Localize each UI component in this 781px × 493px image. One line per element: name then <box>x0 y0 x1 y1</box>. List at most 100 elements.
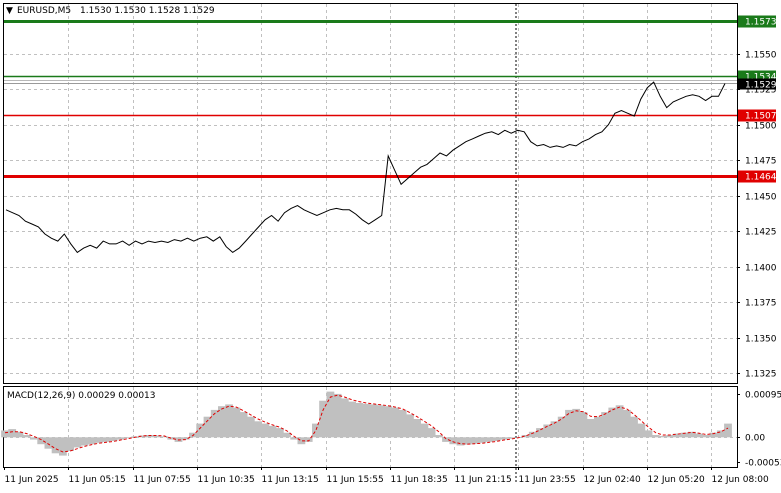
macd-histogram-bar <box>181 437 190 440</box>
macd-histogram-bar <box>608 407 617 438</box>
price-tick-label: 1.1375 <box>745 299 777 309</box>
macd-histogram-bar <box>304 437 313 442</box>
macd-histogram-bar <box>362 403 371 438</box>
symbol-timeframe: EURUSD,M5 <box>17 6 71 16</box>
macd-histogram-bar <box>442 437 450 442</box>
level-lines <box>4 20 737 178</box>
macd-histogram-bar <box>355 403 364 438</box>
level-tags: 1.1573 1.1534 1.1507 1.1464 1.1529 <box>738 15 777 183</box>
chart-menu-arrow-icon[interactable]: ▼ <box>6 6 13 16</box>
macd-histogram-bar <box>492 437 501 441</box>
time-tick-label: 11 Jun 2025 <box>5 475 59 485</box>
macd-histogram-bar <box>680 432 689 438</box>
macd-histogram-bar <box>478 437 487 443</box>
price-tick-label: 1.1550 <box>745 51 777 61</box>
macd-histogram-bar <box>138 435 147 438</box>
macd-histogram-bar <box>51 437 60 454</box>
macd-histogram-bar <box>463 437 472 445</box>
macd-histogram-bar <box>312 423 320 438</box>
time-tick-label: 11 Jun 07:55 <box>134 475 191 485</box>
level-price-label: 1.1464 <box>745 173 777 183</box>
macd-histogram-bar <box>384 406 393 438</box>
macd-histogram-bar <box>37 437 46 445</box>
macd-histogram-bar <box>550 421 559 438</box>
macd-histogram-bar <box>124 437 132 439</box>
macd-histogram-bar <box>87 437 96 445</box>
macd-histogram-bar <box>615 405 624 438</box>
macd-histogram-bar <box>572 408 581 438</box>
macd-histogram-bar <box>66 437 74 451</box>
macd-histogram-bar <box>507 437 515 439</box>
time-tick-label: 11 Jun 15:55 <box>327 475 384 485</box>
time-tick-label: 12 Jun 08:00 <box>712 475 769 485</box>
level-price-label: 1.1534 <box>745 73 777 83</box>
macd-histogram-bar <box>167 437 176 440</box>
time-tick-label: 11 Jun 05:15 <box>69 475 126 485</box>
macd-tick-label: 0.00095 <box>745 391 781 401</box>
macd-histogram-bar <box>456 437 465 446</box>
macd-histogram-bar <box>203 416 212 438</box>
level-price-label: 1.1573 <box>745 18 777 28</box>
macd-histogram-bar <box>73 437 82 448</box>
macd-histogram-bar <box>485 437 494 442</box>
macd-histogram-bar <box>152 435 161 438</box>
macd-histogram-bar <box>225 404 233 438</box>
time-tick-label: 11 Jun 13:15 <box>262 475 319 485</box>
macd-histogram-bar <box>275 428 284 438</box>
macd-axis: 0.00095 0.00 -0.00053 <box>737 391 781 469</box>
ohlc-values: 1.1530 1.1530 1.1528 1.1529 <box>80 6 215 16</box>
macd-histogram-bar <box>594 416 602 438</box>
macd-tick-label: 0.00 <box>745 434 765 444</box>
time-axis: 11 Jun 2025 11 Jun 05:15 11 Jun 07:55 11 Ju… <box>4 467 769 485</box>
macd-histogram-bar <box>348 401 356 438</box>
price-panel-frame <box>3 3 738 384</box>
macd-histogram-bar <box>536 428 544 438</box>
price-tick-label: 1.1450 <box>745 193 777 203</box>
macd-histogram-bar <box>59 437 67 456</box>
macd-histogram-bar <box>261 423 270 438</box>
macd-histogram-bar <box>709 432 718 438</box>
macd-histogram-bar <box>22 435 31 438</box>
macd-histogram-bar <box>232 407 241 438</box>
macd-histogram-bar <box>630 416 638 438</box>
macd-histogram-bar <box>145 435 154 438</box>
macd-histogram-bar <box>659 435 667 438</box>
macd-histogram-bar <box>543 424 552 438</box>
macd-histogram-bar <box>500 437 508 440</box>
price-tick-label: 1.1425 <box>745 228 777 238</box>
macd-signal-line <box>4 394 729 453</box>
macd-histogram-bar <box>283 432 291 438</box>
macd-histogram-bar <box>420 423 429 438</box>
time-tick-label: 12 Jun 02:40 <box>584 475 641 485</box>
level-price-tag <box>738 15 776 28</box>
macd-histogram-bar <box>340 398 349 438</box>
macd-histogram-bar <box>254 421 262 438</box>
macd-histogram-bar <box>666 435 675 438</box>
macd-histogram-bar <box>8 429 17 438</box>
macd-histogram-bar <box>1 430 9 438</box>
macd-histogram-bar <box>377 405 385 438</box>
macd-histogram-bar <box>471 437 479 444</box>
macd-histogram-bar <box>15 431 24 438</box>
macd-histogram-bar <box>44 437 53 449</box>
macd-histogram-bar <box>326 391 335 438</box>
macd-histogram-bar <box>521 435 530 438</box>
macd-histogram-bar <box>30 437 38 440</box>
time-tick-label: 11 Jun 23:55 <box>519 475 576 485</box>
macd-histogram-bar <box>579 412 588 438</box>
macd-histogram-bar <box>688 431 696 438</box>
macd-histogram-bar <box>449 437 458 445</box>
macd-histogram <box>1 391 732 456</box>
macd-histogram-bar <box>565 409 573 438</box>
macd-histogram-bar <box>673 433 682 438</box>
price-tick-label: 1.1500 <box>745 122 777 132</box>
time-tick-label: 12 Jun 05:20 <box>648 475 705 485</box>
price-line <box>5 81 726 254</box>
macd-histogram-bar <box>434 435 443 438</box>
macd-histogram-bar <box>297 437 306 445</box>
macd-histogram-bar <box>218 406 226 438</box>
macd-histogram-bar <box>413 419 421 438</box>
level-price-tag <box>738 109 776 122</box>
